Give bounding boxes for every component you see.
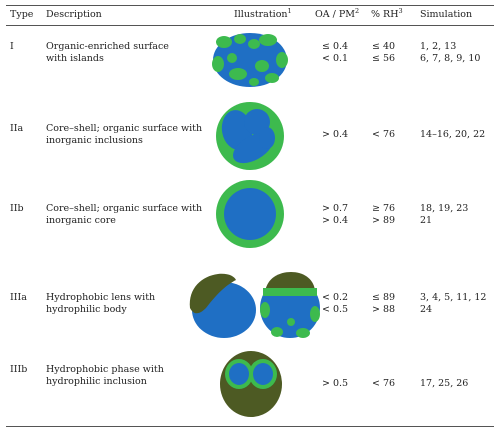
row-3-oa-pm-1: > 0.7 [322,203,349,214]
row-4-oa-pm-1: < 0.2 [322,292,349,303]
row-1-simulation-2: 6, 7, 8, 9, 10 [420,53,481,64]
row-3-simulation-1: 18, 19, 23 [420,203,469,214]
row-4-rh-2: > 88 [372,304,396,315]
row-4-simulation-1: 3, 4, 5, 11, 12 [420,292,487,303]
header-illustration: Illustration1 [234,7,292,20]
illustration-core-shell-inclusions [216,102,284,170]
bottom-rule [6,426,494,427]
row-2-oa-pm-1: > 0.4 [322,129,349,140]
row-1-description-line-2: with islands [46,53,104,64]
row-4-type: IIIa [10,292,27,303]
header-simulation: Simulation [420,9,473,20]
illustration-lens-with-body-alt [260,272,320,338]
illustration-lens-with-body [189,273,256,338]
row-2-description-line-2: inorganic inclusions [46,135,143,146]
row-3-simulation-2: 21 [420,215,433,226]
header-description: Description [46,9,102,20]
row-2-rh-1: < 76 [372,129,396,140]
row-5-rh-1: < 76 [372,378,396,389]
row-3-type: IIb [10,203,24,214]
row-4-oa-pm-2: < 0.5 [322,304,349,315]
header-rule [6,25,494,26]
header-rh: % RH3 [371,7,403,20]
row-4-rh-1: ≤ 89 [372,292,396,303]
illustration-organic-surface-islands [212,33,288,87]
row-1-oa-pm-2: < 0.1 [322,53,349,64]
row-4-description-line-2: hydrophilic body [46,304,127,315]
row-1-simulation-1: 1, 2, 13 [420,41,457,52]
row-5-description-line-1: Hydrophobic phase with [46,364,164,375]
header-oa-pm: OA / PM2 [315,7,360,20]
row-5-simulation-1: 17, 25, 26 [420,378,469,389]
row-2-type: IIa [10,123,24,134]
row-1-oa-pm-1: ≤ 0.4 [322,41,349,52]
row-3-oa-pm-2: > 0.4 [322,215,349,226]
row-3-rh-1: ≥ 76 [372,203,396,214]
row-1-rh-1: ≤ 40 [372,41,396,52]
illustration-hydrophobic-phase-inclusion [220,351,282,417]
row-1-rh-2: ≤ 56 [372,53,396,64]
row-1-description-line-1: Organic-enriched surface [46,41,169,52]
row-4-simulation-2: 24 [420,304,433,315]
illustration-core-shell-core [216,180,284,248]
row-5-oa-pm-1: > 0.5 [322,378,349,389]
top-rule [6,5,494,6]
row-5-description-line-2: hydrophilic inclusion [46,376,147,387]
row-5-type: IIIb [10,364,28,375]
row-2-description-line-1: Core–shell; organic surface with [46,123,203,134]
row-1-type: I [10,41,14,52]
row-3-description-line-1: Core–shell; organic surface with [46,203,203,214]
row-3-description-line-2: inorganic core [46,215,116,226]
row-4-description-line-1: Hydrophobic lens with [46,292,156,303]
header-type: Type [10,9,34,20]
row-2-simulation-1: 14–16, 20, 22 [420,129,486,140]
row-3-rh-2: > 89 [372,215,396,226]
